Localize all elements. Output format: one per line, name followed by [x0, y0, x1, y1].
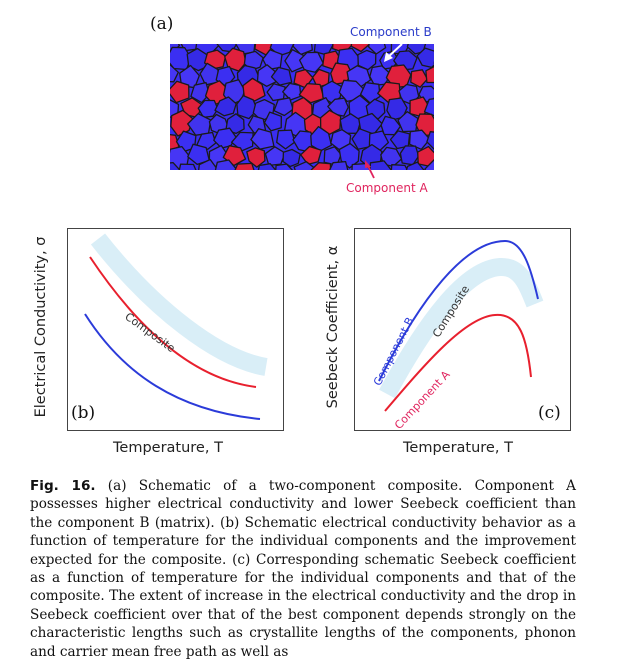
component-b-grain: [369, 160, 392, 170]
grain-structure-image: [170, 44, 434, 170]
panel-b-x-axis-title: Temperature, T: [113, 440, 223, 456]
component-b-grain: [357, 49, 377, 71]
component-b-grain: [257, 163, 277, 170]
component-b-grain: [426, 131, 434, 151]
component-a-grain: [170, 109, 194, 137]
component-a-grain: [298, 82, 325, 104]
panel-b-plot: [67, 228, 284, 431]
component-b-grain: [270, 66, 293, 86]
figure-caption: Fig. 16. (a) Schematic of a two-componen…: [30, 477, 576, 661]
component-a-grain: [234, 162, 255, 170]
component-b-grain: [179, 64, 200, 89]
composite-microstructure: [170, 44, 434, 170]
component-a-grain: [246, 147, 266, 168]
component-b-grain: [275, 163, 294, 170]
panel-c-label: (c): [538, 403, 561, 423]
component-b-grain: [282, 148, 301, 168]
caption-text: (a) Schematic of a two-component composi…: [30, 478, 577, 660]
component-b-grain: [178, 163, 197, 170]
component-b-grain: [197, 99, 219, 119]
panel-c-plot: [354, 228, 571, 431]
component-a-grain: [310, 162, 332, 170]
component-b-grain: [390, 164, 409, 170]
component-b-grain: [405, 161, 425, 170]
component-b-grain: [256, 64, 278, 87]
component-b-grain: [424, 159, 434, 170]
component-b-grain: [170, 161, 180, 170]
component-a-grain: [254, 44, 275, 56]
component-b-grain: [328, 160, 349, 170]
component-b-grain: [214, 96, 237, 117]
component-b-grain: [293, 161, 318, 170]
component-b-grain: [276, 129, 296, 150]
component-b-grain: [339, 113, 362, 134]
component-b-grain: [170, 64, 179, 83]
component-b-arrow: [384, 43, 403, 62]
component-a-label: Component A: [346, 181, 428, 195]
panel-b-y-axis-title: Electrical Conductivity, σ: [33, 236, 49, 418]
component-a-grain: [242, 77, 266, 102]
component-b-grain: [298, 51, 324, 73]
component-b-curve-c: [378, 239, 539, 382]
component-b-grain: [236, 94, 258, 120]
panel-b-label: (b): [71, 403, 96, 423]
component-a-grain: [350, 44, 371, 53]
component-b-grain: [263, 111, 282, 132]
panel-c-y-axis-title: Seebeck Coefficient, α: [325, 245, 341, 409]
composite-curve-b: [90, 233, 268, 376]
composite-curve-c: [379, 258, 544, 399]
component-b-grain: [282, 82, 302, 101]
component-b-grain: [198, 158, 218, 170]
component-b-label: Component B: [350, 25, 432, 39]
component-b-grain: [190, 81, 210, 104]
component-b-grain: [264, 146, 286, 167]
component-b-grain: [273, 97, 294, 117]
panel-c-x-axis-title: Temperature, T: [403, 440, 513, 456]
component-a-curve-c: [384, 313, 532, 412]
component-a-curve-b: [89, 256, 257, 388]
component-a-grain: [425, 65, 434, 84]
component-a-grain: [170, 133, 180, 152]
component-b-grain: [367, 44, 387, 55]
panel-a-label: (a): [150, 14, 174, 34]
component-b-grain: [250, 128, 275, 150]
component-a-grain: [300, 145, 323, 166]
component-a-grain: [170, 80, 190, 104]
component-b-grain: [423, 98, 434, 117]
component-b-grain: [187, 143, 210, 166]
component-b-curve-b: [84, 313, 261, 420]
caption-fig-label: Fig. 16.: [30, 478, 96, 494]
component-a-arrow: [365, 160, 375, 179]
